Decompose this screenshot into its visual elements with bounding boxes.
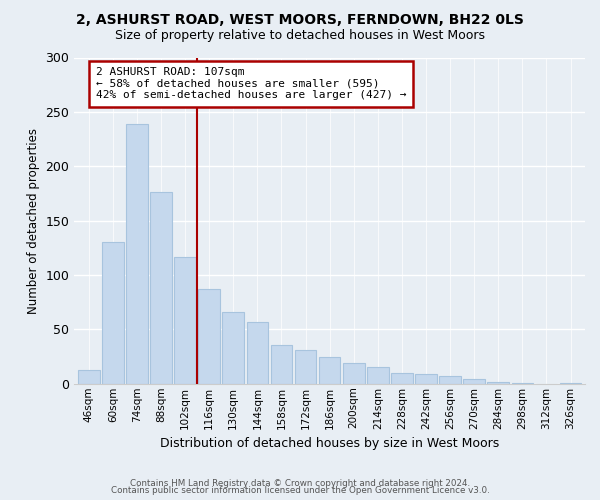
Bar [463,380,485,384]
Text: Size of property relative to detached houses in West Moors: Size of property relative to detached ho… [115,29,485,42]
X-axis label: Distribution of detached houses by size in West Moors: Distribution of detached houses by size … [160,437,499,450]
Bar [102,242,124,384]
Bar [560,382,581,384]
Bar [223,312,244,384]
Bar [439,376,461,384]
Text: 2 ASHURST ROAD: 107sqm
← 58% of detached houses are smaller (595)
42% of semi-de: 2 ASHURST ROAD: 107sqm ← 58% of detached… [96,68,406,100]
Bar [415,374,437,384]
Bar [367,368,389,384]
Bar [512,382,533,384]
Bar [247,322,268,384]
Bar [174,256,196,384]
Y-axis label: Number of detached properties: Number of detached properties [27,128,40,314]
Bar [343,363,365,384]
Bar [295,350,316,384]
Text: Contains public sector information licensed under the Open Government Licence v3: Contains public sector information licen… [110,486,490,495]
Text: 2, ASHURST ROAD, WEST MOORS, FERNDOWN, BH22 0LS: 2, ASHURST ROAD, WEST MOORS, FERNDOWN, B… [76,12,524,26]
Bar [271,344,292,384]
Bar [319,356,340,384]
Bar [487,382,509,384]
Bar [126,124,148,384]
Text: Contains HM Land Registry data © Crown copyright and database right 2024.: Contains HM Land Registry data © Crown c… [130,478,470,488]
Bar [199,289,220,384]
Bar [78,370,100,384]
Bar [391,373,413,384]
Bar [150,192,172,384]
